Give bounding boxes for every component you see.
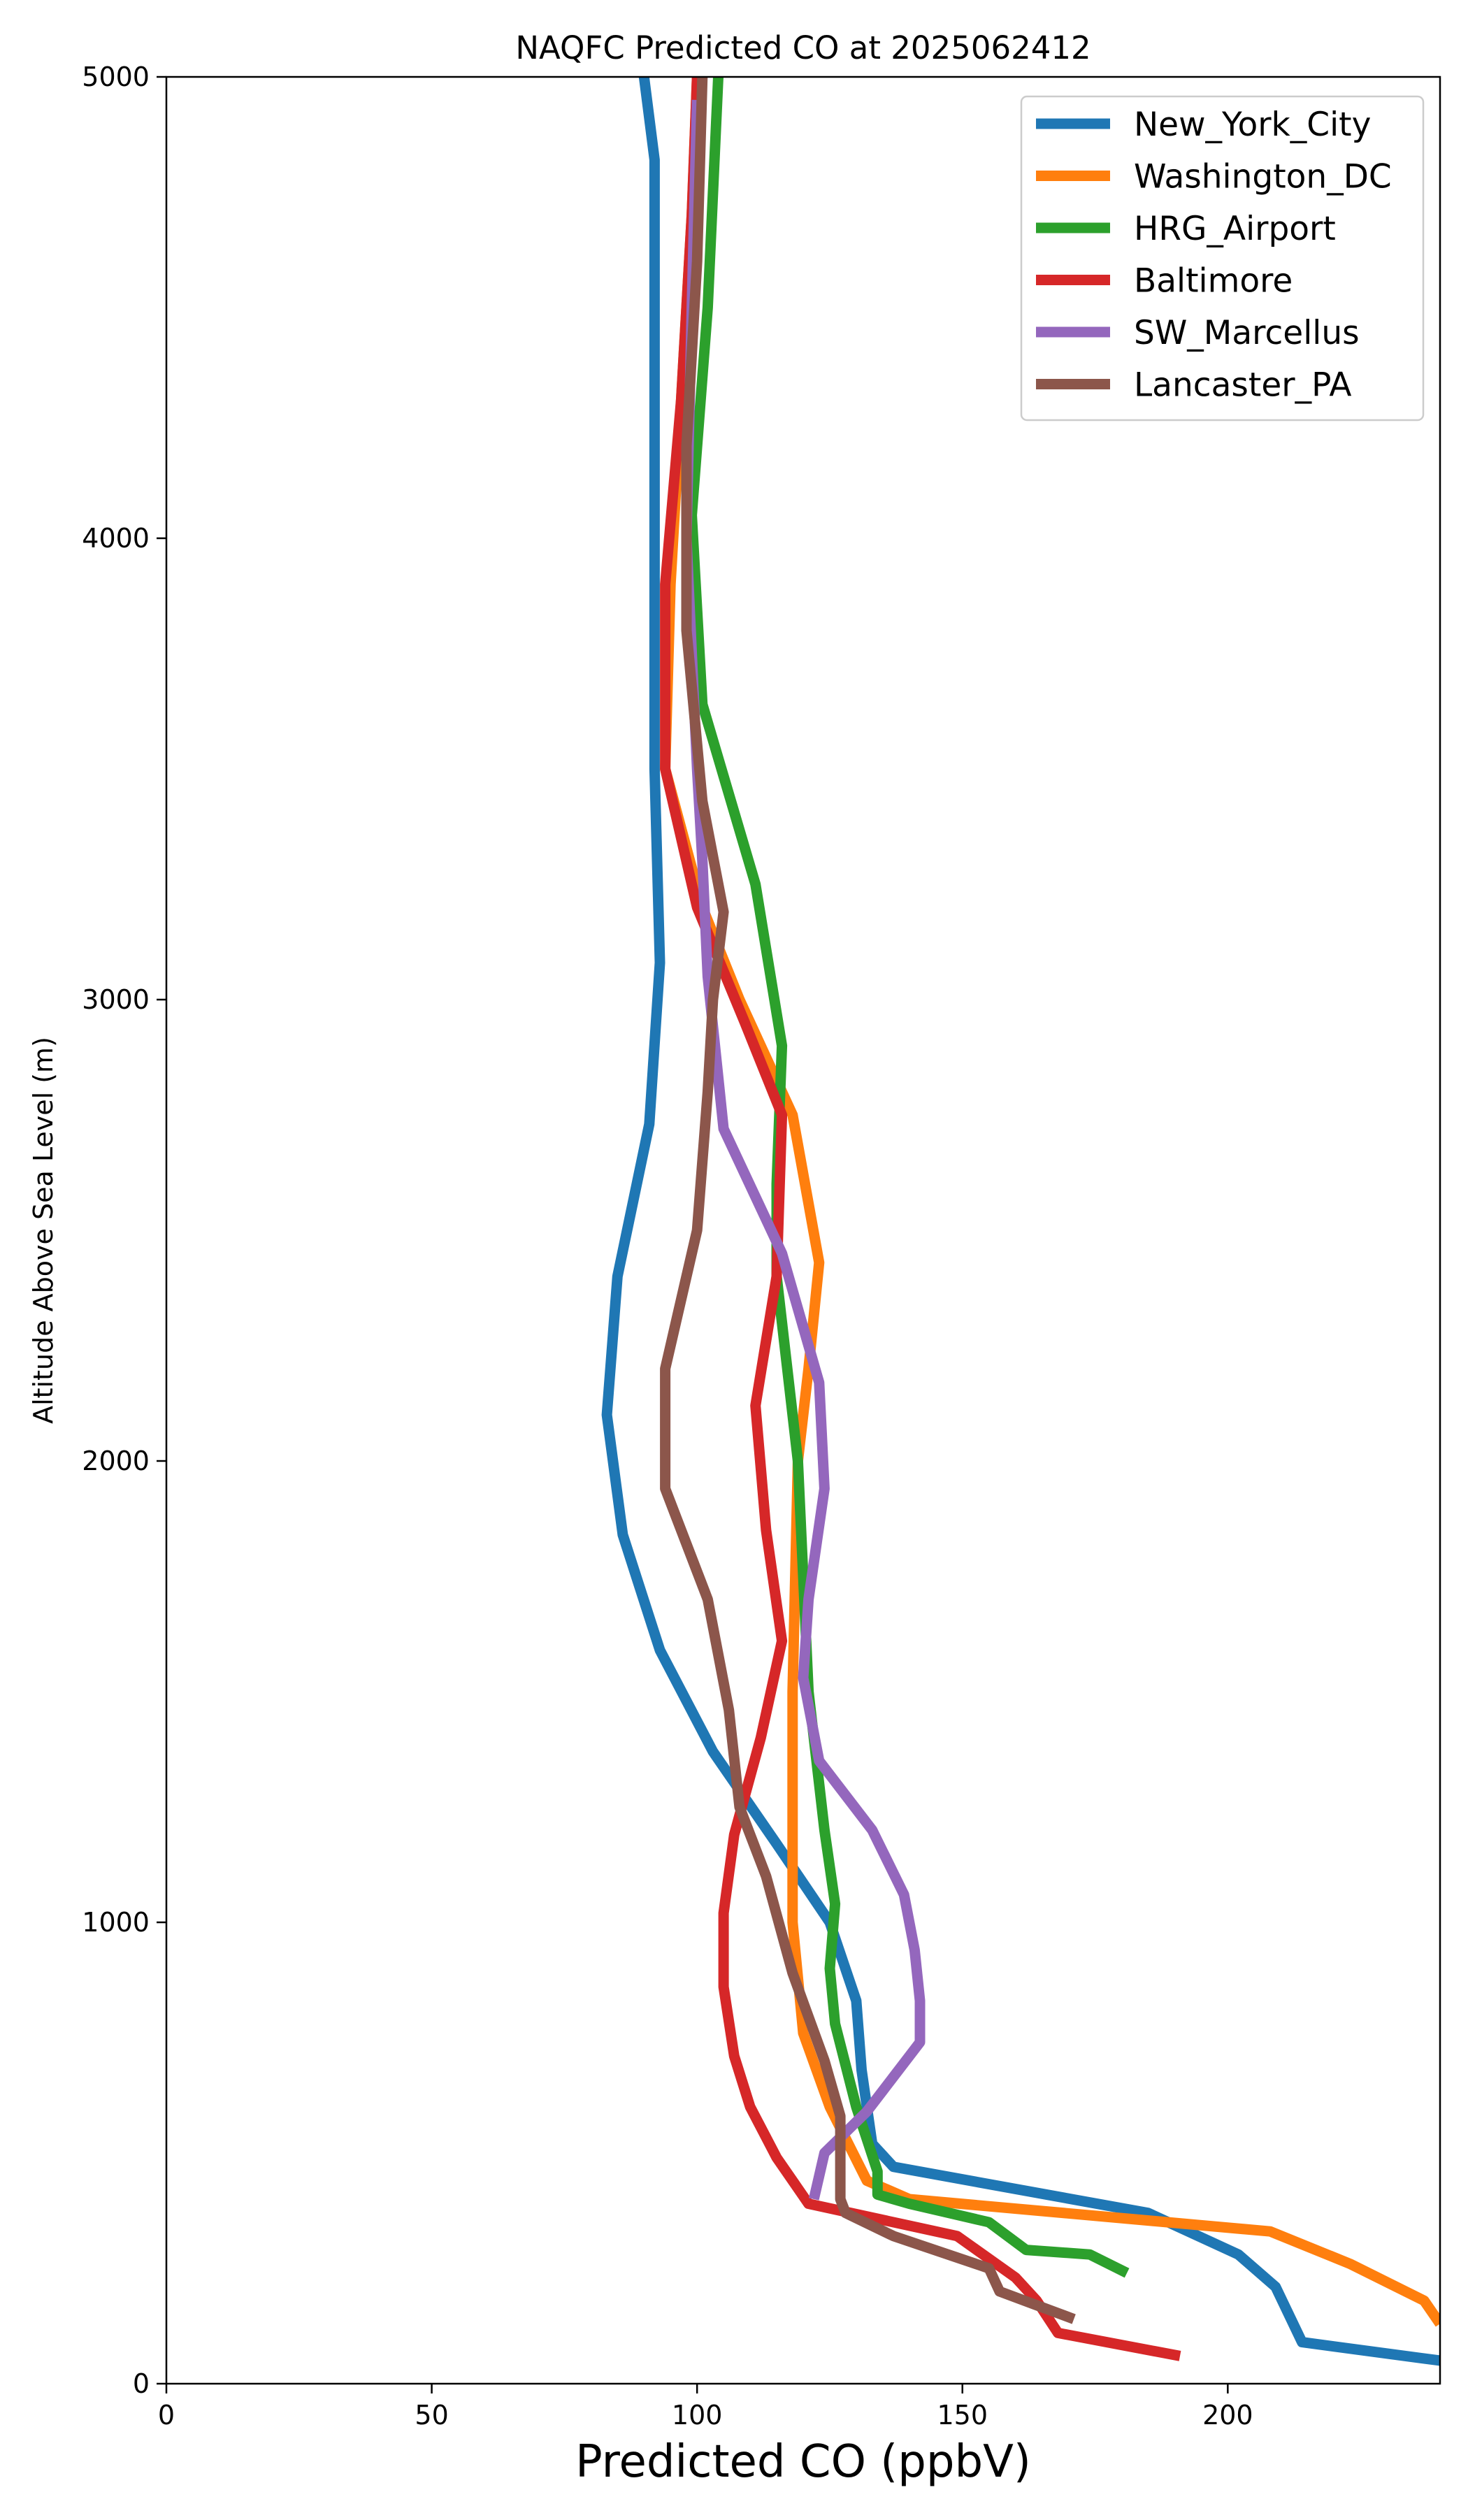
x-axis-label: Predicted CO (ppbV) [575,2436,1031,2488]
y-axis-label: Altitude Above Sea Level (m) [28,1037,59,1424]
x-tick-label: 0 [158,2400,175,2431]
series-line-lancaster-pa [660,77,1076,2324]
y-tick-label: 5000 [82,62,150,92]
legend-label-washington-dc: Washington_DC [1134,158,1392,196]
chart-title: NAQFC Predicted CO at 2025062412 [515,29,1091,66]
legend-label-baltimore: Baltimore [1134,262,1293,301]
series-layer [601,77,1440,2366]
y-tick-label: 3000 [82,984,150,1015]
x-tick-label: 150 [937,2400,988,2431]
legend-label-lancaster-pa: Lancaster_PA [1134,366,1352,405]
legend-label-hrg-airport: HRG_Airport [1134,210,1336,248]
series-line-hrg-airport [686,77,1130,2278]
x-tick-label: 200 [1202,2400,1253,2431]
plot-frame [165,75,1441,2385]
legend: New_York_City Washington_DC HRG_Airport Bal… [1020,95,1425,422]
series-line-baltimore [660,77,1181,2361]
legend-label-new-york-city: New_York_City [1134,106,1371,144]
x-tick-label: 100 [672,2400,723,2431]
x-tick-label: 50 [415,2400,448,2431]
y-tick-label: 4000 [82,523,150,554]
y-tick-label: 0 [133,2368,150,2399]
y-tick-label: 2000 [82,1446,150,1476]
y-tick-label: 1000 [82,1907,150,1938]
x-axis: 0 50 100 150 200 [158,2384,1253,2431]
legend-label-sw-marcellus: SW_Marcellus [1134,314,1360,352]
y-axis: 0 1000 2000 3000 4000 5000 [82,62,166,2399]
legend-frame [1020,95,1425,422]
